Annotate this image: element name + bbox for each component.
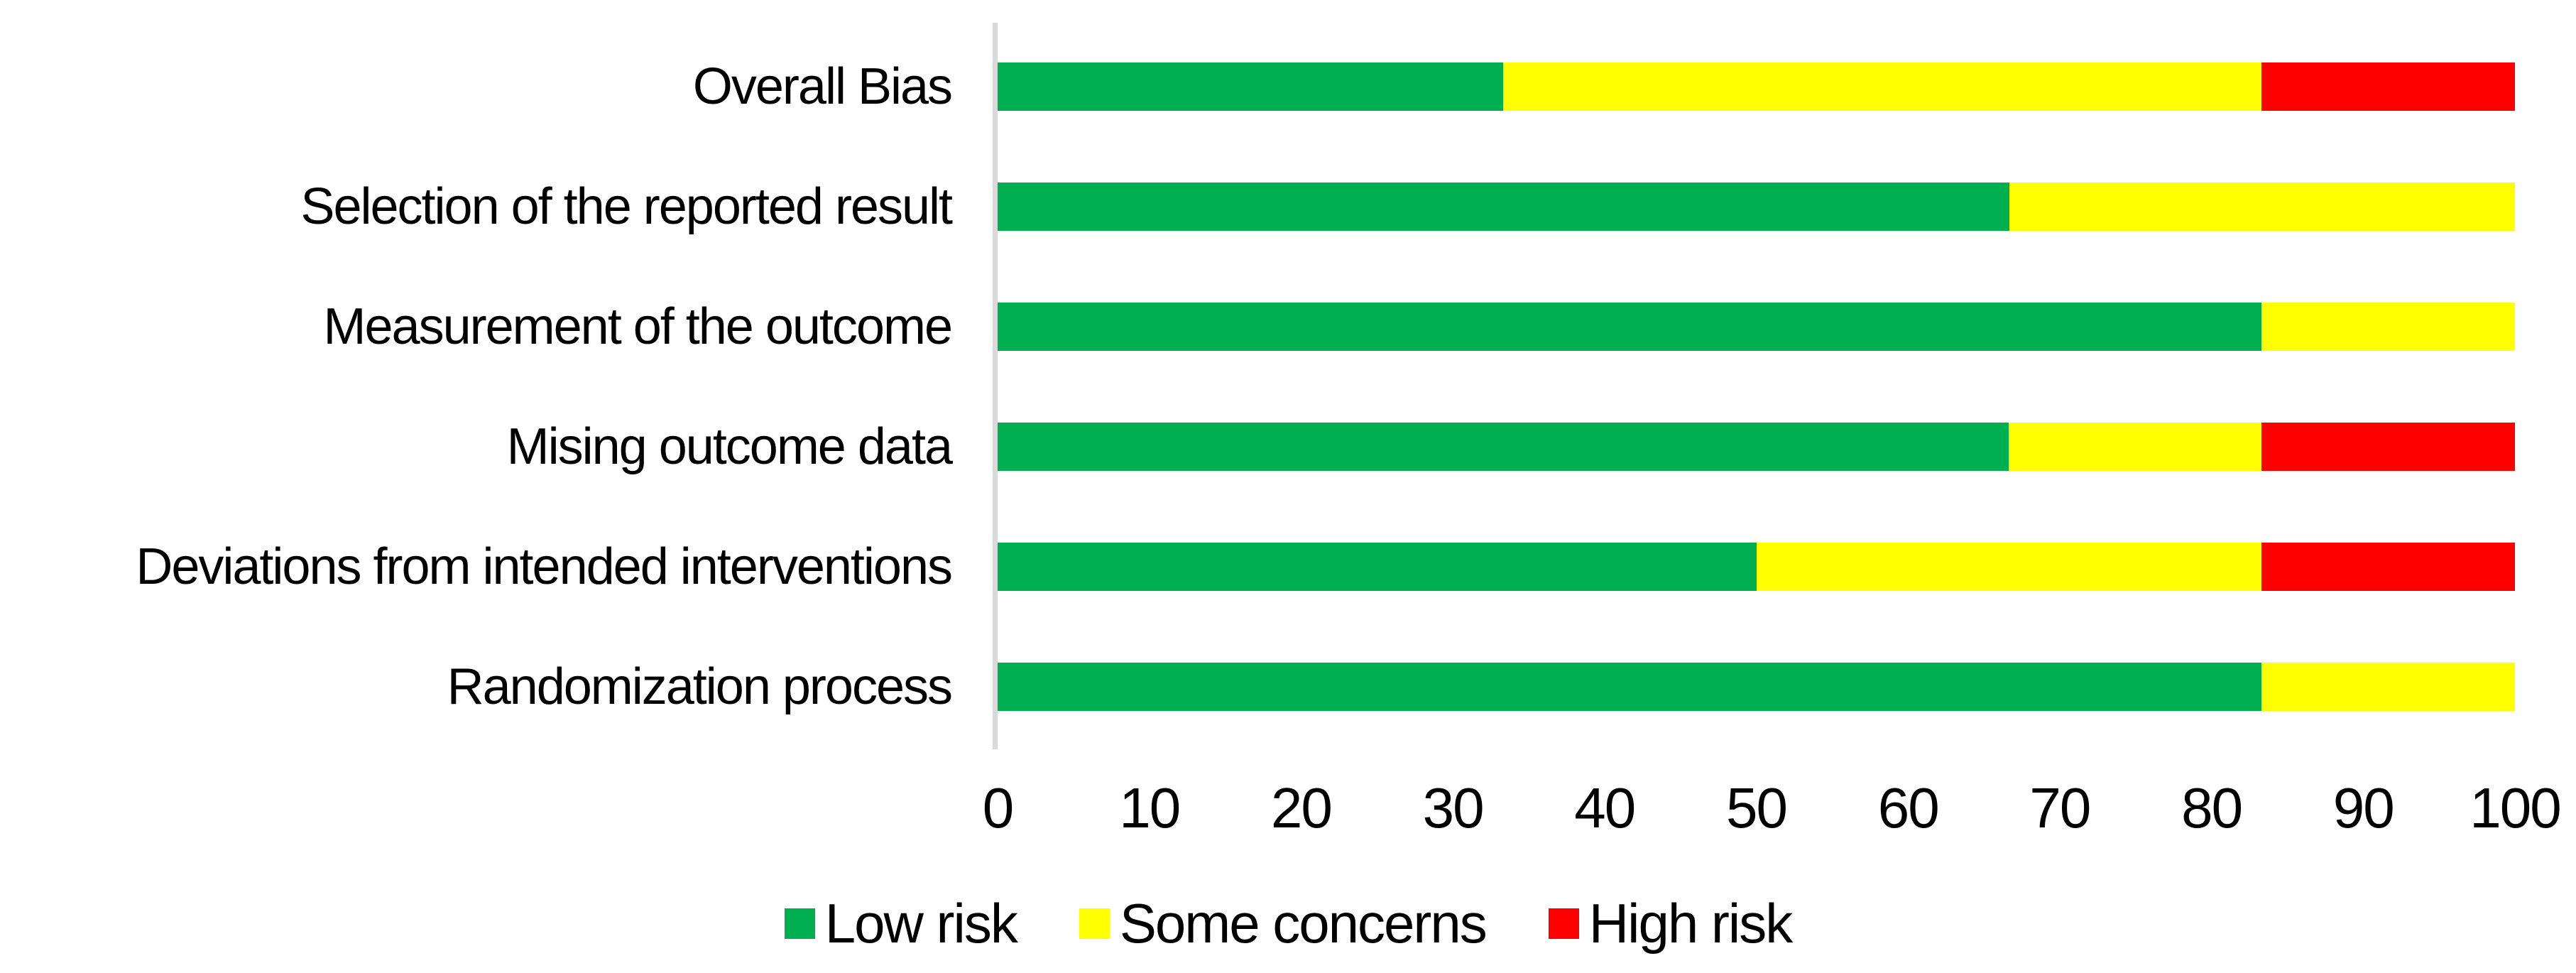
x-axis-tick-label: 30 [1422, 776, 1485, 839]
category-label: Mising outcome data [506, 418, 953, 475]
x-axis-tick-label: 70 [2029, 776, 2091, 839]
bar-segment-some-concerns [2009, 183, 2515, 231]
bar-row: Selection of the reported result [0, 178, 2576, 235]
bar-segment-high-risk [2261, 543, 2515, 591]
legend-item-low-risk: Low risk [784, 892, 1018, 955]
legend-swatch-low-risk [784, 908, 815, 939]
bar-segment-some-concerns [1756, 543, 2262, 591]
category-label: Selection of the reported result [300, 178, 953, 235]
y-axis-line [993, 23, 998, 749]
bar-segment-some-concerns [1502, 62, 2262, 111]
legend-label: Low risk [824, 892, 1018, 955]
stacked-bar [998, 663, 2515, 711]
bar-segment-some-concerns [2261, 663, 2515, 711]
bar-segment-low-risk [998, 303, 2262, 351]
bar-segment-low-risk [998, 183, 2010, 231]
bar-segment-low-risk [998, 663, 2262, 711]
bar-segment-low-risk [998, 423, 2009, 471]
x-axis-tick-label: 20 [1270, 776, 1333, 839]
legend-item-high-risk: High risk [1548, 892, 1793, 955]
x-axis-tick-label: 80 [2181, 776, 2243, 839]
category-label: Deviations from intended interventions [136, 538, 953, 595]
x-axis-tick-label: 90 [2332, 776, 2395, 839]
stacked-bar [998, 423, 2515, 471]
bar-segment-low-risk [998, 543, 1757, 591]
x-axis-tick-label: 40 [1574, 776, 1636, 839]
legend-swatch-some-concerns [1079, 908, 1110, 939]
category-label: Randomization process [447, 658, 953, 715]
stacked-bar [998, 543, 2515, 591]
bar-row: Measurement of the outcome [0, 298, 2576, 355]
legend: Low risk Some concerns High risk [0, 889, 2576, 957]
bar-segment-low-risk [998, 62, 1503, 111]
x-axis-tick-label: 100 [2469, 776, 2561, 839]
category-label: Overall Bias [692, 58, 953, 115]
bar-row: Overall Bias [0, 58, 2576, 115]
category-label: Measurement of the outcome [323, 298, 954, 355]
stacked-bar [998, 183, 2515, 231]
legend-swatch-high-risk [1548, 908, 1579, 939]
x-axis-tick-label: 0 [982, 776, 1014, 839]
stacked-bar [998, 303, 2515, 351]
x-axis-tick-label: 60 [1877, 776, 1940, 839]
bar-row: Deviations from intended interventions [0, 538, 2576, 595]
bar-segment-some-concerns [2261, 303, 2515, 351]
bar-row: Mising outcome data [0, 418, 2576, 475]
bar-row: Randomization process [0, 658, 2576, 715]
legend-item-some-concerns: Some concerns [1079, 892, 1488, 955]
stacked-bar [998, 62, 2515, 111]
x-axis-tick-label: 10 [1119, 776, 1181, 839]
x-axis-tick-label: 50 [1726, 776, 1788, 839]
legend-label: High risk [1588, 892, 1793, 955]
legend-label: Some concerns [1119, 892, 1488, 955]
bar-segment-high-risk [2261, 423, 2515, 471]
bar-segment-high-risk [2261, 62, 2515, 111]
bar-segment-some-concerns [2008, 423, 2262, 471]
